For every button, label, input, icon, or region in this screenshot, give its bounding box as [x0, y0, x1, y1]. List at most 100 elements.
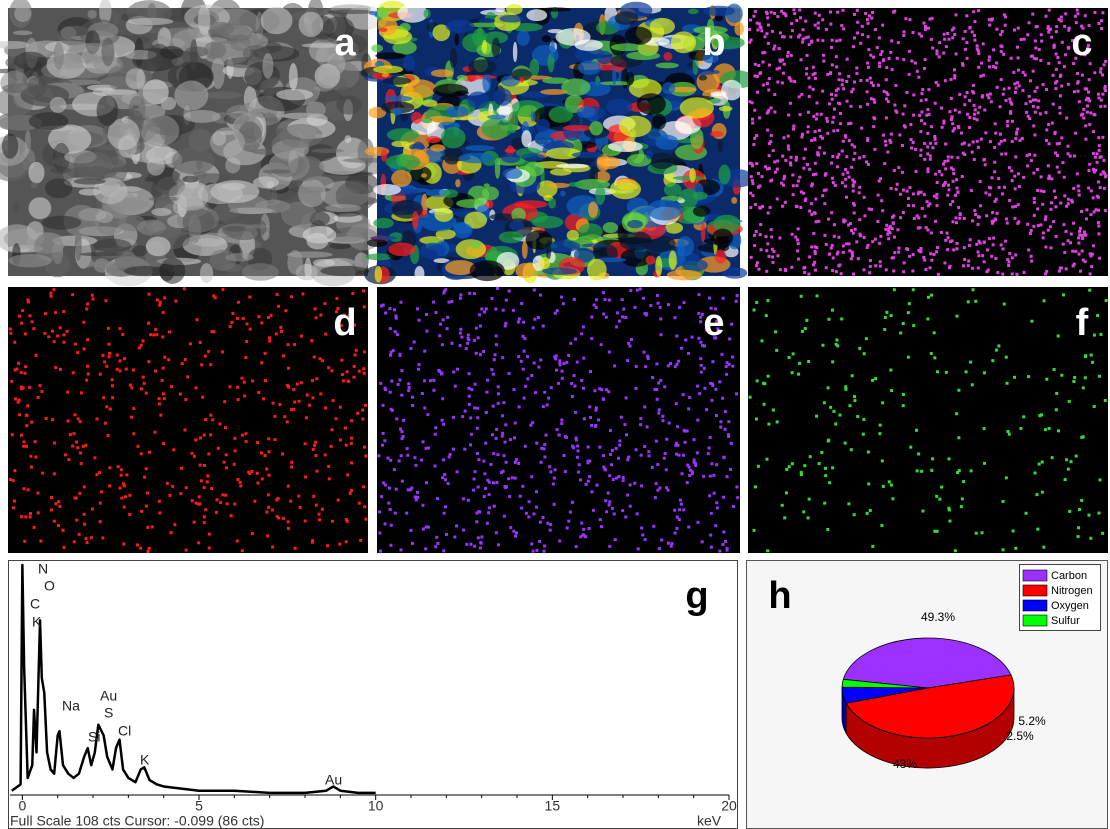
element-dot [327, 465, 330, 468]
element-dot [931, 46, 934, 49]
element-dot [549, 529, 552, 532]
element-dot [792, 193, 795, 196]
element-dot [1084, 87, 1087, 90]
element-dot [869, 509, 872, 512]
element-dot [797, 180, 800, 183]
sem-texture [190, 39, 198, 70]
element-dot [791, 233, 794, 236]
color-map-texture [542, 35, 551, 42]
color-map-texture [582, 243, 609, 247]
element-dot [362, 485, 365, 488]
element-dot [483, 311, 486, 314]
element-dot [773, 160, 776, 163]
element-dot [887, 237, 890, 240]
element-dot [521, 485, 524, 488]
element-dot [50, 508, 53, 511]
element-dot [881, 24, 884, 27]
element-dot [946, 194, 949, 197]
element-dot [380, 495, 383, 498]
color-map-texture [606, 99, 633, 115]
element-dot [842, 251, 845, 254]
element-dot [696, 419, 699, 422]
element-dot [1048, 175, 1051, 178]
element-dot [776, 168, 779, 171]
element-dot [996, 86, 999, 89]
element-dot [835, 55, 838, 58]
element-dot [963, 246, 966, 249]
element-dot [832, 129, 835, 132]
element-dot [713, 492, 716, 495]
element-dot [317, 513, 320, 516]
element-dot [153, 431, 156, 434]
element-dot [949, 203, 952, 206]
element-dot [792, 184, 795, 187]
element-dot [923, 122, 926, 125]
element-dot [1003, 88, 1006, 91]
element-dot [1059, 94, 1062, 97]
element-dot [1082, 259, 1085, 262]
element-dot [198, 495, 201, 498]
element-dot [969, 361, 972, 364]
element-dot [546, 403, 549, 406]
element-dot [79, 451, 82, 454]
element-dot [608, 545, 611, 548]
element-dot [283, 415, 286, 418]
element-dot [895, 188, 898, 191]
element-dot [444, 505, 447, 508]
element-dot [384, 312, 387, 315]
sem-texture [107, 66, 126, 89]
element-dot [50, 295, 53, 298]
element-dot [563, 454, 566, 457]
element-dot [902, 58, 905, 61]
element-dot [459, 293, 462, 296]
element-dot [838, 78, 841, 81]
element-dot [1048, 427, 1051, 430]
element-dot [326, 544, 329, 547]
element-dot [791, 173, 794, 176]
element-dot [517, 462, 520, 465]
element-dot [38, 384, 41, 387]
element-dot [675, 453, 678, 456]
element-dot [821, 18, 824, 21]
element-dot [937, 84, 940, 87]
element-dot [929, 158, 932, 161]
element-dot [1049, 28, 1052, 31]
element-dot [72, 432, 75, 435]
element-dot [983, 158, 986, 161]
element-dot [1080, 210, 1083, 213]
element-dot [620, 416, 623, 419]
element-dot [76, 446, 79, 449]
element-dot [749, 192, 752, 195]
element-dot [991, 359, 994, 362]
element-dot [1030, 255, 1033, 258]
element-dot [1031, 13, 1034, 16]
element-dot [1047, 62, 1050, 65]
element-dot [765, 11, 768, 14]
element-dot [1000, 78, 1003, 81]
element-dot [1072, 187, 1075, 190]
element-dot [467, 499, 470, 502]
element-dot [10, 380, 13, 383]
element-dot [821, 194, 824, 197]
element-dot [556, 428, 559, 431]
element-dot [975, 532, 978, 535]
element-dot [779, 268, 782, 271]
element-dot [637, 547, 640, 550]
element-dot [839, 39, 842, 42]
element-dot [1104, 209, 1107, 212]
element-dot [1010, 57, 1013, 60]
element-dot [231, 312, 234, 315]
element-dot [1056, 166, 1059, 169]
element-dot [615, 447, 618, 450]
element-dot [512, 530, 515, 533]
element-dot [339, 406, 342, 409]
element-dot [1086, 111, 1089, 114]
element-dot [11, 433, 14, 436]
element-dot [1076, 72, 1079, 75]
element-dot [198, 502, 201, 505]
element-dot [119, 359, 122, 362]
element-dot [871, 11, 874, 14]
element-dot [306, 393, 309, 396]
sem-texture [205, 91, 243, 99]
legend-label: Sulfur [1051, 615, 1080, 627]
